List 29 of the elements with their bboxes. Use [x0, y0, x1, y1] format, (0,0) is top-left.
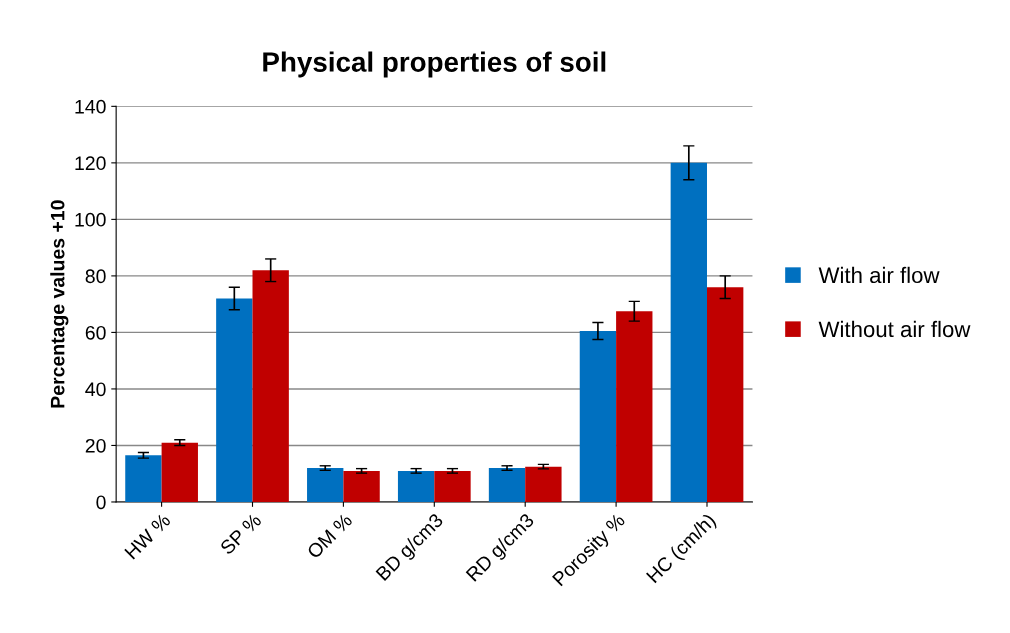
bar [125, 455, 162, 502]
bar [343, 470, 380, 502]
y-tick-label: 60 [85, 325, 106, 340]
y-tick-label: 40 [85, 382, 106, 397]
y-tick-label: 120 [75, 156, 106, 171]
y-axis-title: Percentage values +10 [50, 200, 69, 408]
y-tick-label: 20 [85, 438, 106, 453]
y-tick-label: 100 [75, 212, 106, 227]
bar [525, 466, 562, 502]
bar [307, 468, 344, 502]
bar [670, 162, 707, 502]
bar [252, 270, 289, 502]
y-tick-label: 140 [75, 99, 106, 114]
bar [707, 287, 744, 502]
bar [161, 442, 198, 502]
legend-label: Without air flow [818, 320, 971, 338]
y-tick-label: 80 [85, 269, 106, 284]
bar [488, 468, 526, 502]
x-tick-label: OM % [306, 512, 354, 560]
x-tick-label: SP % [219, 512, 263, 556]
bar [434, 470, 471, 502]
chart-title: Physical properties of soil [263, 51, 606, 78]
legend-label: With air flow [818, 266, 940, 284]
bar [616, 311, 653, 502]
x-tick-label: HW % [124, 512, 172, 560]
y-tick-label: 0 [96, 495, 106, 510]
bar [397, 470, 435, 502]
bar [216, 298, 253, 502]
bar [579, 331, 617, 502]
